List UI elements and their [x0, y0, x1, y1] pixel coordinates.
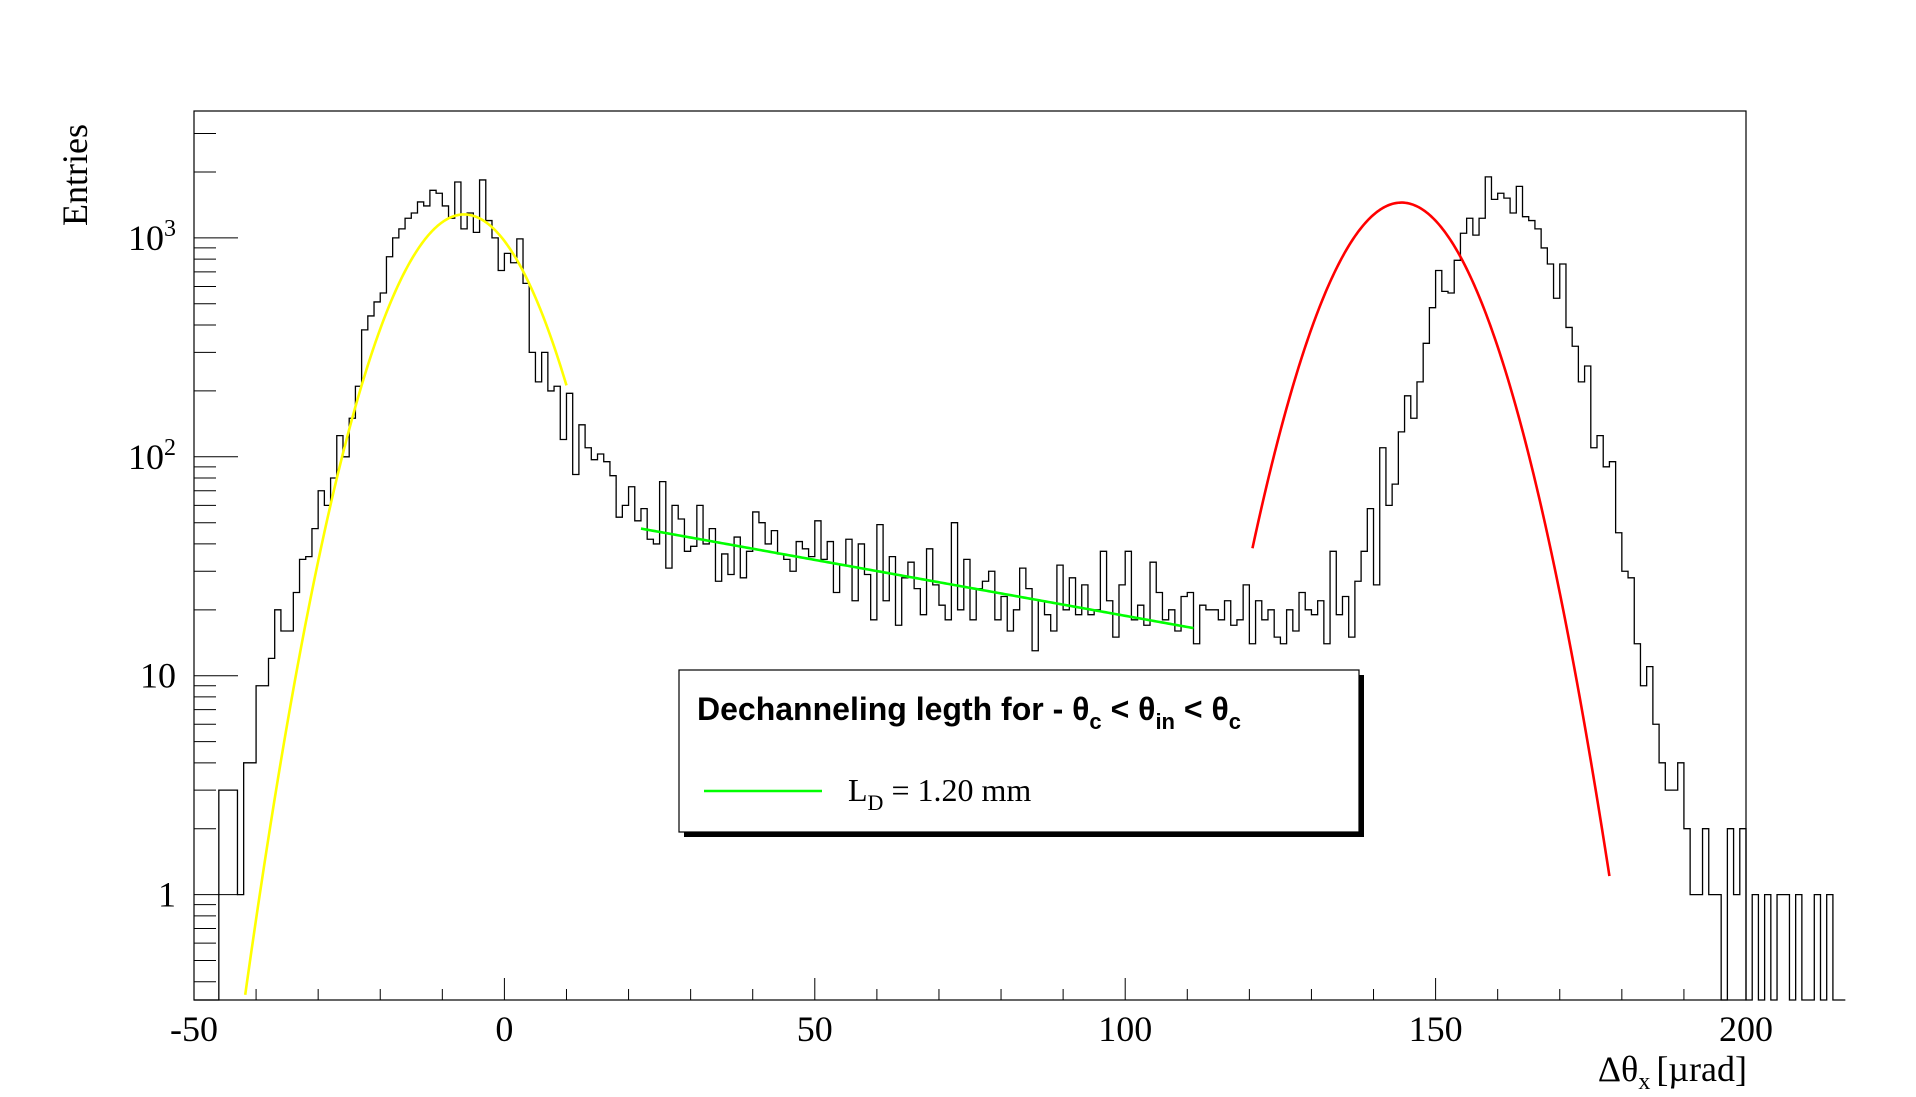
fit-curves [243, 201, 1611, 995]
x-axis-label-main: Δθ [1598, 1049, 1638, 1089]
legend-entry-label: LD = 1.20 mm [848, 772, 1031, 815]
fit-curve-dechanneling [640, 527, 1194, 630]
x-tick-label: -50 [170, 1009, 218, 1049]
legend-entry-sub: D [868, 790, 884, 815]
x-tick-label: 100 [1098, 1009, 1152, 1049]
y-tick-label-exponent: 2 [164, 435, 176, 461]
y-tick-label-base: 10 [128, 218, 164, 258]
x-tick-label: 200 [1719, 1009, 1773, 1049]
legend-title-sub-3: c [1229, 709, 1241, 734]
y-tick-label: 1 [158, 875, 176, 915]
x-axis-label: Δθx [µrad] [1598, 1049, 1747, 1095]
legend-title-mid-2: < θ [1175, 691, 1229, 727]
x-axis-label-sub: x [1638, 1069, 1650, 1095]
fit-curve-gauss_left [243, 213, 568, 995]
y-tick-label-base: 10 [140, 656, 176, 696]
x-axis-label-unit: [µrad] [1656, 1049, 1747, 1089]
legend-title: Dechanneling legth for - θc < θin < θc [697, 691, 1241, 734]
legend-box [678, 669, 1360, 833]
plot-frame [193, 110, 1747, 1001]
legend-entry-base: L [848, 772, 868, 808]
legend-title-text: Dechanneling legth for - θ [697, 691, 1089, 727]
x-tick-label: 0 [495, 1009, 513, 1049]
legend-entry-value: = 1.20 mm [883, 772, 1031, 808]
legend: Dechanneling legth for - θc < θin < θc L… [678, 669, 1364, 837]
y-tick-label-base: 1 [158, 875, 176, 915]
y-tick-label-base: 10 [128, 437, 164, 477]
y-tick-label-exponent: 3 [164, 216, 176, 242]
fit-curve-gauss_right [1251, 201, 1611, 877]
y-axis-label: Entries [55, 124, 95, 226]
axis-ticks [193, 132, 1747, 1000]
y-tick-label: 102 [128, 435, 176, 477]
legend-title-sub-2: in [1155, 709, 1175, 734]
legend-title-mid-1: < θ [1102, 691, 1156, 727]
x-tick-label: 50 [797, 1009, 833, 1049]
legend-title-sub-1: c [1089, 709, 1101, 734]
y-tick-label: 103 [128, 216, 176, 258]
y-tick-label: 10 [140, 656, 176, 696]
x-tick-label: 150 [1409, 1009, 1463, 1049]
x-tick-labels: -50 0 50 100 150 200 [170, 1009, 1773, 1049]
